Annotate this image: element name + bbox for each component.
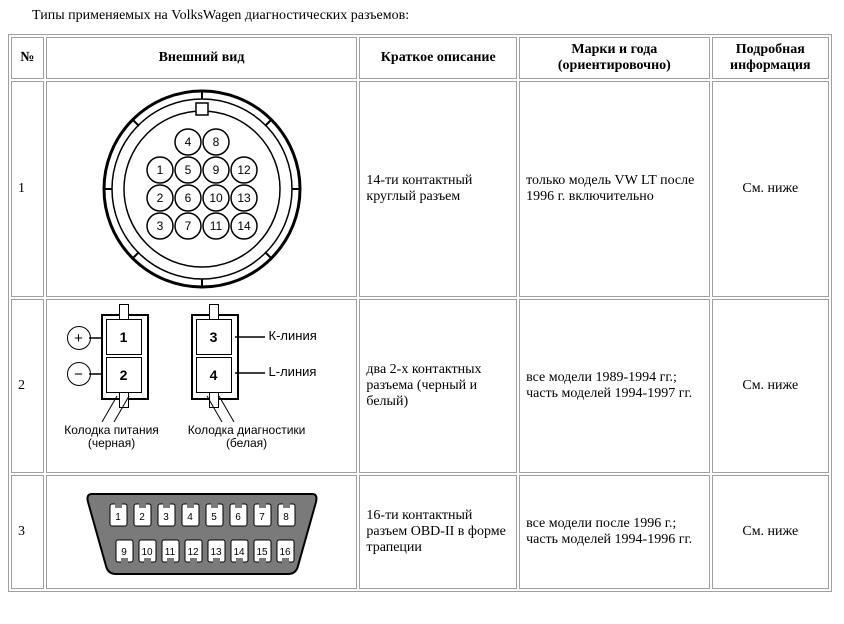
svg-text:11: 11 bbox=[209, 219, 222, 233]
svg-text:15: 15 bbox=[256, 547, 268, 558]
cell-info: См. ниже bbox=[712, 81, 829, 297]
svg-text:8: 8 bbox=[212, 135, 219, 149]
svg-text:14: 14 bbox=[237, 219, 251, 233]
svg-text:5: 5 bbox=[211, 512, 217, 523]
svg-text:2: 2 bbox=[139, 512, 145, 523]
minus-icon: − bbox=[67, 362, 91, 386]
k-line-label: К-линия bbox=[269, 328, 317, 343]
svg-text:2: 2 bbox=[156, 191, 163, 205]
cell-marks: только модель VW LT после 1996 г. включи… bbox=[519, 81, 710, 297]
svg-text:6: 6 bbox=[184, 191, 191, 205]
table-row: 2 1 2 + − 3 4 bbox=[11, 299, 829, 473]
svg-text:4: 4 bbox=[187, 512, 193, 523]
cell-desc: 14-ти контактный круглый разъем bbox=[359, 81, 517, 297]
col-short-desc: Краткое описание bbox=[359, 37, 517, 79]
cell-desc: два 2-х контактных разъема (черный и бел… bbox=[359, 299, 517, 473]
cell-desc: 16-ти контактный разъем OBD-II в форме т… bbox=[359, 475, 517, 589]
svg-text:12: 12 bbox=[187, 547, 199, 558]
pin-4: 4 bbox=[196, 357, 232, 393]
svg-text:16: 16 bbox=[279, 547, 291, 558]
caption-left: Колодка питания(черная) bbox=[57, 424, 167, 450]
col-marks: Марки и года (ориентировочно) bbox=[519, 37, 710, 79]
cell-appearance: 4 8 1 5 9 12 2 6 10 13 3 7 11 bbox=[46, 81, 358, 297]
svg-text:1: 1 bbox=[115, 512, 121, 523]
svg-text:4: 4 bbox=[184, 135, 191, 149]
svg-text:14: 14 bbox=[233, 547, 245, 558]
pin-1: 1 bbox=[106, 319, 142, 355]
cell-marks: все модели 1989-1994 гг.; часть моделей … bbox=[519, 299, 710, 473]
cell-marks: все модели после 1996 г.; часть моделей … bbox=[519, 475, 710, 589]
connector-14pin-round: 4 8 1 5 9 12 2 6 10 13 3 7 11 bbox=[97, 86, 307, 292]
pin-3: 3 bbox=[196, 319, 232, 355]
svg-text:9: 9 bbox=[121, 547, 127, 558]
pin-2: 2 bbox=[106, 357, 142, 393]
cell-info: См. ниже bbox=[712, 299, 829, 473]
svg-text:8: 8 bbox=[283, 512, 289, 523]
pins-group: 4 8 1 5 9 12 2 6 10 13 3 7 11 bbox=[147, 129, 257, 239]
svg-text:7: 7 bbox=[259, 512, 265, 523]
svg-text:3: 3 bbox=[156, 219, 163, 233]
svg-text:13: 13 bbox=[210, 547, 222, 558]
cell-appearance: 1 2 + − 3 4 К-линия L-линия bbox=[46, 299, 358, 473]
connector-two-2pin: 1 2 + − 3 4 К-линия L-линия bbox=[57, 314, 347, 464]
cell-num: 3 bbox=[11, 475, 44, 589]
cell-info: См. ниже bbox=[712, 475, 829, 589]
svg-text:7: 7 bbox=[184, 219, 191, 233]
svg-text:3: 3 bbox=[163, 512, 169, 523]
caption-right: Колодка диагностики(белая) bbox=[177, 424, 317, 450]
svg-text:10: 10 bbox=[141, 547, 153, 558]
cell-appearance: 1 2 3 4 5 6 7 8 9 10 11 12 13 14 bbox=[46, 475, 358, 589]
cell-num: 2 bbox=[11, 299, 44, 473]
svg-text:5: 5 bbox=[184, 163, 191, 177]
svg-text:10: 10 bbox=[209, 191, 223, 205]
connectors-table: № Внешний вид Краткое описание Марки и г… bbox=[8, 34, 832, 592]
cell-num: 1 bbox=[11, 81, 44, 297]
svg-text:12: 12 bbox=[237, 163, 251, 177]
connector-obd2: 1 2 3 4 5 6 7 8 9 10 11 12 13 14 bbox=[72, 482, 332, 582]
col-info: Подробная информация bbox=[712, 37, 829, 79]
col-num: № bbox=[11, 37, 44, 79]
col-appearance: Внешний вид bbox=[46, 37, 358, 79]
svg-text:1: 1 bbox=[156, 163, 163, 177]
l-line-label: L-линия bbox=[269, 364, 317, 379]
svg-text:13: 13 bbox=[237, 191, 251, 205]
plus-icon: + bbox=[67, 326, 91, 350]
page-title: Типы применяемых на VolksWagen диагности… bbox=[32, 8, 836, 24]
table-row: 1 bbox=[11, 81, 829, 297]
table-row: 3 bbox=[11, 475, 829, 589]
svg-text:11: 11 bbox=[164, 547, 175, 558]
svg-text:9: 9 bbox=[212, 163, 219, 177]
svg-text:6: 6 bbox=[235, 512, 241, 523]
